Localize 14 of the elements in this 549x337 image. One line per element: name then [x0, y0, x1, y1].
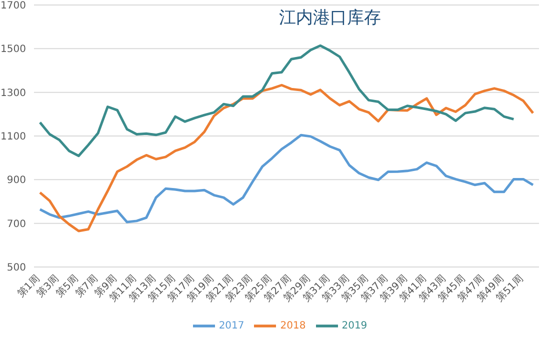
- chart-title: 江内港口库存: [278, 7, 382, 29]
- y-tick-label: 1100: [0, 132, 26, 143]
- legend-label: 2019: [342, 320, 368, 332]
- line-series: [38, 84, 534, 232]
- y-tick-label: 500: [6, 262, 26, 274]
- y-tick-label: 900: [6, 175, 26, 186]
- y-tick-label: 1300: [0, 88, 26, 99]
- y-tick-label: 1500: [0, 44, 26, 56]
- y-tick-label: 1700: [0, 0, 26, 12]
- legend-label: 2017: [218, 320, 244, 332]
- line-series: [38, 44, 515, 158]
- line-series: [38, 134, 534, 224]
- legend-label: 2018: [280, 320, 306, 332]
- y-tick-label: 700: [6, 218, 26, 230]
